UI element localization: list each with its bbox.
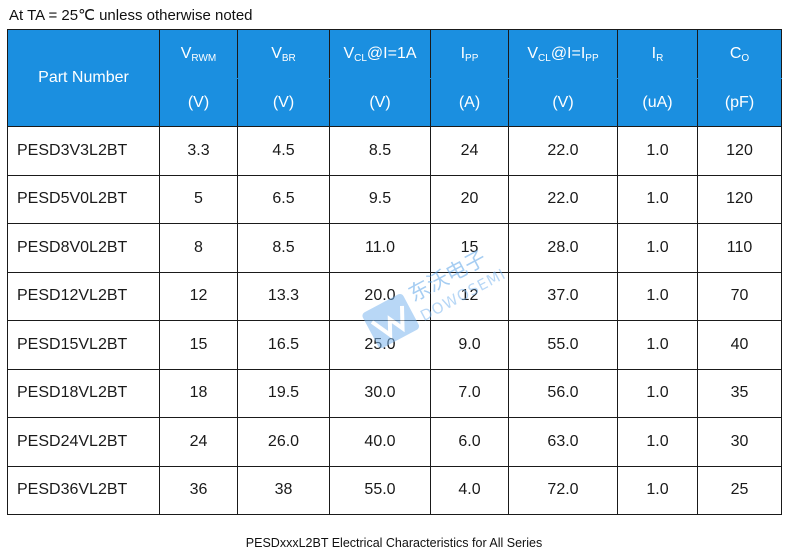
cell-vcl-1a: 55.0 (329, 465, 431, 515)
cell-co: 30 (697, 417, 782, 467)
unit-ir: (uA) (617, 78, 698, 127)
cell-vrwm: 5 (159, 174, 238, 224)
unit-vcl-ipp: (V) (508, 78, 618, 127)
cell-part-number: PESD8V0L2BT (7, 223, 160, 273)
cell-vcl-1a: 30.0 (329, 368, 431, 418)
cell-part-number: PESD3V3L2BT (7, 126, 160, 176)
cell-co: 40 (697, 320, 782, 370)
unit-vrwm: (V) (159, 78, 238, 127)
cell-vbr: 13.3 (237, 271, 330, 321)
cell-vbr: 8.5 (237, 223, 330, 273)
cell-co: 110 (697, 223, 782, 273)
header-vcl-1a: VCL@I=1A (329, 29, 431, 79)
cell-vrwm: 36 (159, 465, 238, 515)
cell-vcl-1a: 8.5 (329, 126, 431, 176)
table-caption: PESDxxxL2BT Electrical Characteristics f… (245, 536, 543, 550)
cell-vbr: 16.5 (237, 320, 330, 370)
cell-ir: 1.0 (617, 126, 698, 176)
cell-ipp: 4.0 (430, 465, 509, 515)
cell-vcl-ipp: 56.0 (508, 368, 618, 418)
cell-vbr: 26.0 (237, 417, 330, 467)
cell-part-number: PESD18VL2BT (7, 368, 160, 418)
table-row: PESD3V3L2BT 3.3 4.5 8.5 24 22.0 1.0 120 (7, 126, 782, 176)
cell-co: 35 (697, 368, 782, 418)
cell-part-number: PESD5V0L2BT (7, 174, 160, 224)
table-row: PESD5V0L2BT 5 6.5 9.5 20 22.0 1.0 120 (7, 174, 782, 224)
cell-vcl-ipp: 63.0 (508, 417, 618, 467)
cell-vcl-ipp: 72.0 (508, 465, 618, 515)
cell-co: 25 (697, 465, 782, 515)
cell-vcl-1a: 11.0 (329, 223, 431, 273)
cell-part-number: PESD12VL2BT (7, 271, 160, 321)
cell-vcl-ipp: 37.0 (508, 271, 618, 321)
cell-co: 70 (697, 271, 782, 321)
table-row: PESD24VL2BT 24 26.0 40.0 6.0 63.0 1.0 30 (7, 417, 782, 467)
cell-vrwm: 15 (159, 320, 238, 370)
cell-part-number: PESD24VL2BT (7, 417, 160, 467)
cell-ipp: 7.0 (430, 368, 509, 418)
table-row: PESD12VL2BT 12 13.3 20.0 12 37.0 1.0 70 (7, 271, 782, 321)
cell-vrwm: 8 (159, 223, 238, 273)
header-vrwm: VRWM (159, 29, 238, 79)
cell-ir: 1.0 (617, 368, 698, 418)
header-vbr: VBR (237, 29, 330, 79)
cell-ir: 1.0 (617, 174, 698, 224)
header-part-number: Part Number (7, 29, 160, 127)
cell-vrwm: 24 (159, 417, 238, 467)
header-row-parameters: Part Number VRWM VBR VCL@I=1A IPP VCL@I=… (7, 29, 782, 127)
cell-vrwm: 18 (159, 368, 238, 418)
unit-co: (pF) (697, 78, 782, 127)
cell-vcl-1a: 20.0 (329, 271, 431, 321)
cell-vbr: 4.5 (237, 126, 330, 176)
cell-vcl-1a: 40.0 (329, 417, 431, 467)
cell-ipp: 12 (430, 271, 509, 321)
header-co: CO (697, 29, 782, 79)
unit-ipp: (A) (430, 78, 509, 127)
header-ipp: IPP (430, 29, 509, 79)
cell-co: 120 (697, 126, 782, 176)
cell-ipp: 6.0 (430, 417, 509, 467)
header-ir: IR (617, 29, 698, 79)
cell-vcl-1a: 25.0 (329, 320, 431, 370)
cell-ipp: 9.0 (430, 320, 509, 370)
cell-vcl-ipp: 22.0 (508, 126, 618, 176)
header-vcl-ipp: VCL@I=IPP (508, 29, 618, 79)
cell-vcl-ipp: 55.0 (508, 320, 618, 370)
cell-ipp: 20 (430, 174, 509, 224)
cell-ipp: 24 (430, 126, 509, 176)
cell-vcl-ipp: 22.0 (508, 174, 618, 224)
test-condition-note: At TA = 25℃ unless otherwise noted (9, 7, 253, 24)
table-row: PESD18VL2BT 18 19.5 30.0 7.0 56.0 1.0 35 (7, 368, 782, 418)
cell-ir: 1.0 (617, 465, 698, 515)
cell-part-number: PESD15VL2BT (7, 320, 160, 370)
cell-vbr: 38 (237, 465, 330, 515)
unit-vcl-1a: (V) (329, 78, 431, 127)
cell-ir: 1.0 (617, 320, 698, 370)
electrical-characteristics-table: Part Number VRWM VBR VCL@I=1A IPP VCL@I=… (7, 29, 782, 515)
table-row: PESD36VL2BT 36 38 55.0 4.0 72.0 1.0 25 (7, 465, 782, 515)
cell-part-number: PESD36VL2BT (7, 465, 160, 515)
cell-vbr: 6.5 (237, 174, 330, 224)
table-row: PESD15VL2BT 15 16.5 25.0 9.0 55.0 1.0 40 (7, 320, 782, 370)
header-row-units: (V) (V) (V) (A) (V) (uA) (pF) (8, 78, 782, 127)
table-row: PESD8V0L2BT 8 8.5 11.0 15 28.0 1.0 110 (7, 223, 782, 273)
cell-vbr: 19.5 (237, 368, 330, 418)
cell-ipp: 15 (430, 223, 509, 273)
cell-vcl-1a: 9.5 (329, 174, 431, 224)
unit-vbr: (V) (237, 78, 330, 127)
cell-ir: 1.0 (617, 271, 698, 321)
cell-vcl-ipp: 28.0 (508, 223, 618, 273)
cell-vrwm: 12 (159, 271, 238, 321)
cell-ir: 1.0 (617, 223, 698, 273)
cell-co: 120 (697, 174, 782, 224)
cell-vrwm: 3.3 (159, 126, 238, 176)
cell-ir: 1.0 (617, 417, 698, 467)
